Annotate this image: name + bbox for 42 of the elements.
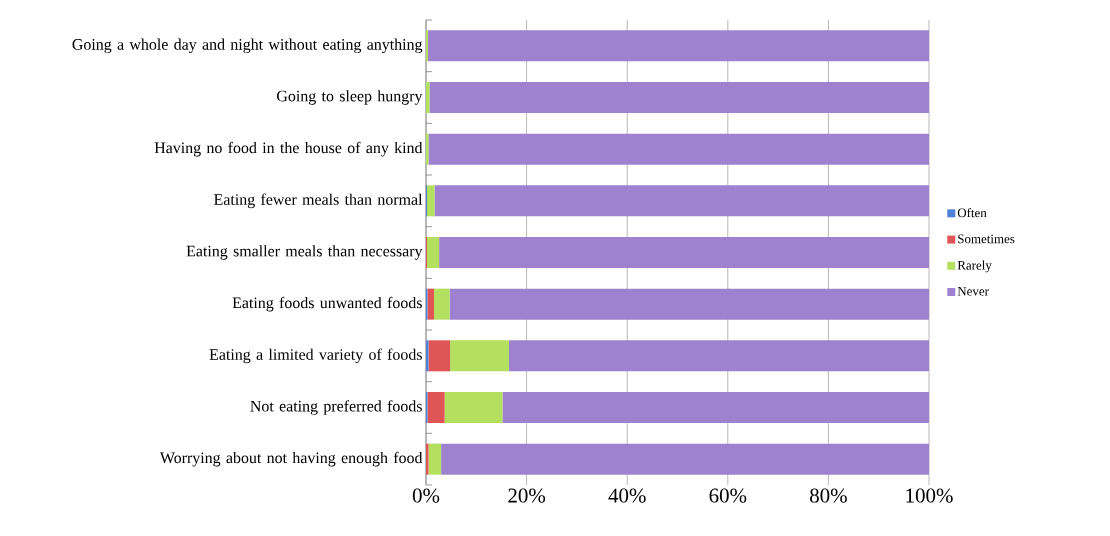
bar [434,185,930,217]
legend-label: Sometimes [958,234,1015,244]
y-tick-label: Eating fewer meals than normal [214,193,423,209]
bar [427,288,435,320]
y-tick-label: Going to sleep hungry [277,90,423,105]
legend-label: Rarely [957,260,992,273]
x-tick-label: 20% [508,488,546,503]
bar [427,391,445,423]
bar [444,391,503,423]
bar [426,133,429,165]
bar [434,288,450,320]
bar [426,30,429,62]
bar [426,81,430,113]
bar [429,81,930,113]
y-tick-label: Not eating preferred foods [250,400,422,415]
bar [509,340,930,372]
y-tick-label: Eating foods unwanted foods [232,296,422,312]
y-tick-label: Eating smaller meals than necessary [186,245,423,260]
y-tick-label: Having no food in the house of any kind [154,141,423,157]
x-tick-label: 0% [412,488,440,503]
y-tick-label: Going a whole day and night without eating anything [72,38,423,54]
bar [441,443,930,475]
bar [427,185,435,217]
bar [428,133,930,165]
legend-label: Never [957,286,989,296]
bar [426,340,429,372]
legend-label: Often [957,208,987,218]
bar [426,443,429,475]
y-tick-label: Worrying about not having enough food [159,451,423,467]
bar [428,30,930,62]
x-tick-label: 60% [709,488,747,503]
bar [449,288,930,320]
bar [450,340,509,372]
bar [502,391,930,423]
bar [428,340,451,372]
bar [427,236,440,268]
bar [439,236,930,268]
y-tick-label: Eating a limited variety of foods [209,348,422,364]
x-tick-label: 100% [906,488,953,503]
x-tick-label: 80% [810,488,847,503]
x-tick-label: 40% [608,488,646,503]
bar [428,443,442,475]
